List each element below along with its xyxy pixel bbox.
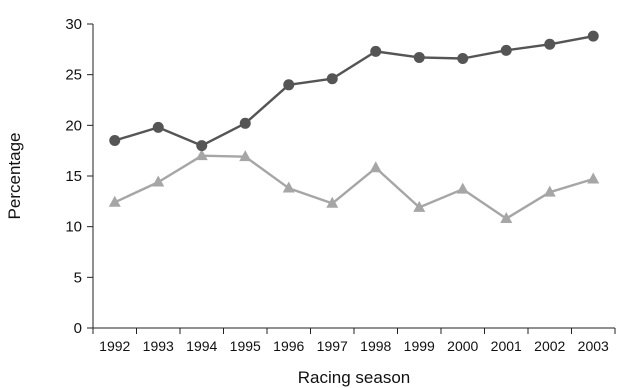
x-tick-label: 1992 bbox=[99, 338, 130, 354]
x-tick-label: 1998 bbox=[360, 338, 391, 354]
data-point bbox=[239, 117, 251, 129]
x-tick-label: 2003 bbox=[578, 338, 609, 354]
y-tick-label: 0 bbox=[74, 320, 82, 337]
data-point bbox=[500, 211, 513, 223]
data-point bbox=[152, 121, 164, 133]
data-point bbox=[283, 79, 295, 91]
x-tick-label: 2000 bbox=[447, 338, 478, 354]
series-line bbox=[114, 154, 594, 220]
data-point bbox=[543, 185, 556, 197]
data-point bbox=[326, 73, 338, 85]
data-point bbox=[109, 135, 121, 147]
series-layer bbox=[108, 30, 600, 223]
data-point bbox=[587, 30, 599, 42]
x-tick-label: 1996 bbox=[273, 338, 304, 354]
data-point bbox=[544, 38, 556, 50]
y-tick-label: 5 bbox=[74, 269, 82, 286]
x-tick-label: 1997 bbox=[317, 338, 348, 354]
x-tick-label: 2002 bbox=[534, 338, 565, 354]
y-tick-label: 10 bbox=[65, 219, 82, 236]
x-axis-title: Racing season bbox=[298, 368, 410, 387]
x-tick-label: 1995 bbox=[230, 338, 261, 354]
data-point bbox=[369, 161, 382, 173]
data-point bbox=[282, 181, 295, 193]
x-tick-label: 1994 bbox=[186, 338, 217, 354]
data-point bbox=[413, 200, 426, 212]
x-axis: 1992 1993 1994 1995 1996 1997 1998 1999 2000 2001… bbox=[92, 327, 616, 354]
data-point bbox=[456, 182, 469, 194]
data-point bbox=[500, 44, 512, 56]
series-circle bbox=[109, 30, 599, 152]
y-axis-title: Percentage bbox=[5, 133, 24, 220]
series-line bbox=[114, 35, 594, 147]
y-axis: 0 5 10 15 20 25 30 bbox=[65, 16, 94, 337]
data-point bbox=[196, 140, 208, 152]
data-point bbox=[457, 52, 469, 64]
data-point bbox=[239, 150, 252, 162]
y-tick-label: 30 bbox=[65, 16, 82, 33]
data-point bbox=[370, 45, 382, 57]
data-point bbox=[195, 149, 208, 161]
data-point bbox=[108, 195, 121, 207]
y-tick-label: 15 bbox=[65, 168, 82, 185]
x-tick-label: 1999 bbox=[404, 338, 435, 354]
data-point bbox=[413, 51, 425, 63]
y-tick-label: 25 bbox=[65, 67, 82, 84]
x-tick-label: 1993 bbox=[143, 338, 174, 354]
y-tick-label: 20 bbox=[65, 117, 82, 134]
data-point bbox=[152, 175, 165, 187]
series-triangle bbox=[108, 149, 600, 223]
x-tick-label: 2001 bbox=[491, 338, 522, 354]
data-point bbox=[587, 172, 600, 184]
data-point bbox=[326, 196, 339, 208]
